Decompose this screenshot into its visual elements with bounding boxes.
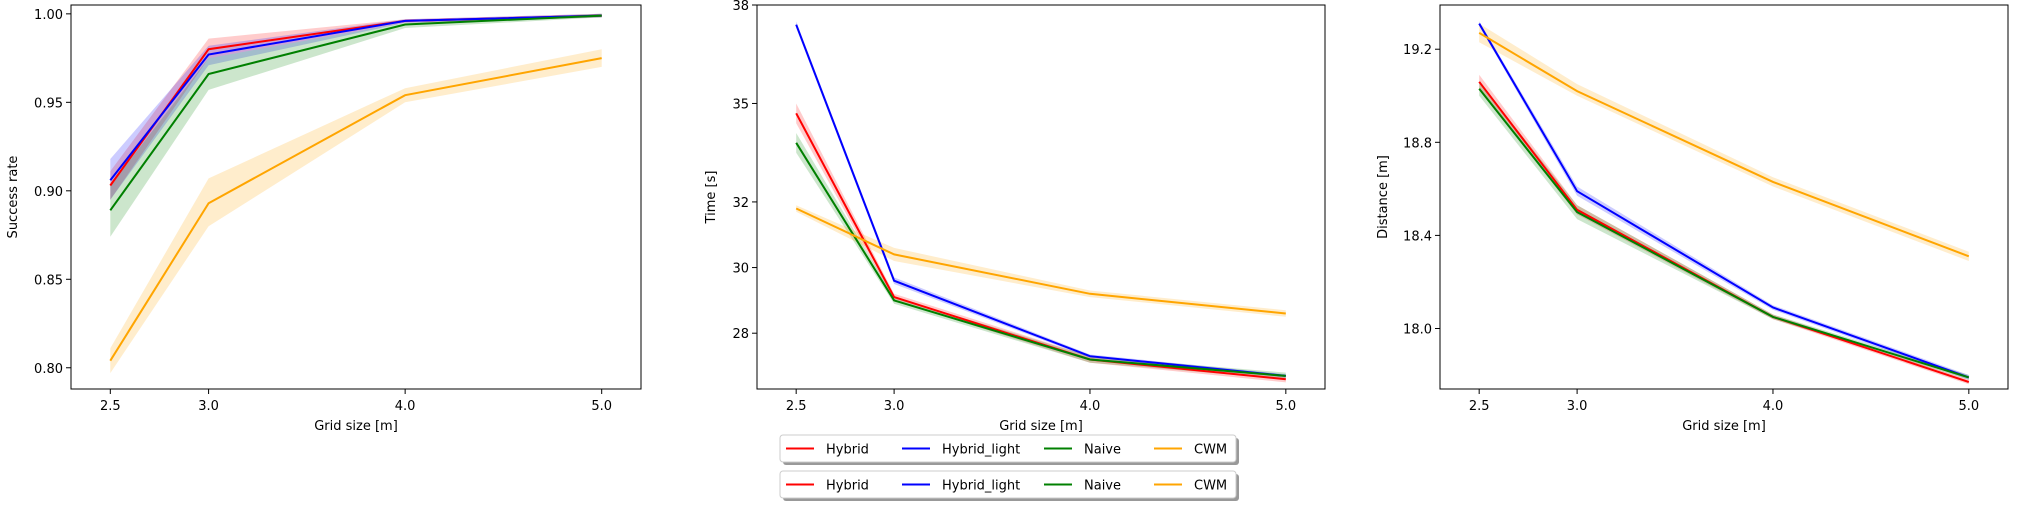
legend-label-naive: Naive	[1084, 443, 1121, 458]
band-cwm	[1479, 23, 1969, 261]
x-tick-label: 4.0	[395, 399, 416, 414]
x-tick-label: 4.0	[1080, 399, 1101, 414]
x-tick-label: 2.5	[100, 399, 121, 414]
legends: Hybrid Hybrid_light Naive CWM Hybrid Hybrid_l…	[779, 434, 1239, 501]
x-tick-label: 3.0	[1567, 399, 1588, 414]
band-naive	[110, 13, 602, 237]
x-axis-label: Grid size [m]	[999, 419, 1083, 434]
x-tick-label: 4.0	[1763, 399, 1784, 414]
legend-label-naive: Naive	[1084, 479, 1121, 494]
series-line-hybrid-light	[1478, 23, 1970, 379]
x-tick-label: 2.5	[1469, 399, 1490, 414]
y-tick-label: 18.8	[1403, 136, 1432, 151]
subplot-3: 2.5 3.0 4.0 5.0 18.0 18.4 18.8 19.2 Grid size [m…	[1376, 4, 2009, 434]
axes-frame	[70, 4, 642, 390]
x-tick-label: 3.0	[884, 399, 905, 414]
legend-label-hybrid-light: Hybrid_light	[942, 443, 1020, 458]
y-axis-label: Distance [m]	[1376, 155, 1391, 239]
series-line-naive	[795, 142, 1286, 377]
legend-1: Hybrid Hybrid_light Naive CWM	[779, 434, 1239, 465]
y-tick-label: 28	[732, 327, 749, 342]
x-tick-label: 3.0	[198, 399, 219, 414]
y-axis-label: Success rate	[6, 156, 21, 239]
series-line-hybrid-light	[109, 14, 602, 181]
y-tick-label: 0.95	[34, 96, 63, 111]
y-tick-label: 18.0	[1403, 322, 1432, 337]
legend-label-hybrid: Hybrid	[826, 443, 869, 458]
x-tick-label: 2.5	[786, 399, 807, 414]
y-tick-label: 18.4	[1403, 229, 1432, 244]
band-cwm	[110, 49, 602, 374]
series-line-cwm	[1478, 32, 1970, 258]
x-axis-label: Grid size [m]	[314, 419, 398, 434]
legend-label-hybrid: Hybrid	[826, 479, 869, 494]
y-tick-label: 0.85	[34, 273, 63, 288]
y-tick-label: 19.2	[1403, 43, 1432, 58]
y-tick-label: 1.00	[34, 8, 63, 23]
legend-label-hybrid-light: Hybrid_light	[942, 479, 1020, 494]
legend-label-cwm: CWM	[1194, 479, 1227, 494]
series-line-hybrid-light	[795, 24, 1286, 377]
series-line-cwm	[109, 57, 602, 362]
y-tick-label: 0.80	[34, 362, 63, 377]
series-line-hybrid	[795, 112, 1286, 381]
axes-frame	[756, 4, 1326, 390]
legend-label-cwm: CWM	[1194, 443, 1227, 458]
series-line-naive	[109, 14, 602, 211]
axes-frame	[1439, 4, 2009, 390]
x-axis-label: Grid size [m]	[1682, 419, 1766, 434]
subplot-1: 2.5 3.0 4.0 5.0 0.80 0.85 0.90 0.95 1.00 Grid siz…	[6, 4, 642, 434]
legend-2: Hybrid Hybrid_light Naive CWM	[779, 470, 1239, 501]
y-tick-label: 0.90	[34, 185, 63, 200]
legend-box	[779, 470, 1237, 499]
y-tick-label: 35	[732, 97, 749, 112]
x-tick-label: 5.0	[1958, 399, 1979, 414]
subplots: 2.5 3.0 4.0 5.0 0.80 0.85 0.90 0.95 1.00 Grid siz…	[6, 0, 2009, 434]
y-tick-label: 30	[732, 262, 749, 277]
x-tick-label: 5.0	[591, 399, 612, 414]
x-tick-label: 5.0	[1275, 399, 1296, 414]
legend-box	[779, 434, 1237, 463]
y-tick-label: 32	[732, 196, 749, 211]
series-line-naive	[1478, 88, 1970, 379]
series-line-cwm	[795, 207, 1286, 315]
band-hybrid-light	[796, 21, 1286, 378]
y-axis-label: Time [s]	[704, 171, 719, 225]
series-line-hybrid	[1478, 81, 1970, 383]
band-cwm	[796, 205, 1286, 317]
subplot-2: 2.5 3.0 4.0 5.0 28 30 32 35 38 Grid size [m] Time …	[704, 0, 1326, 434]
y-tick-label: 38	[732, 0, 749, 14]
